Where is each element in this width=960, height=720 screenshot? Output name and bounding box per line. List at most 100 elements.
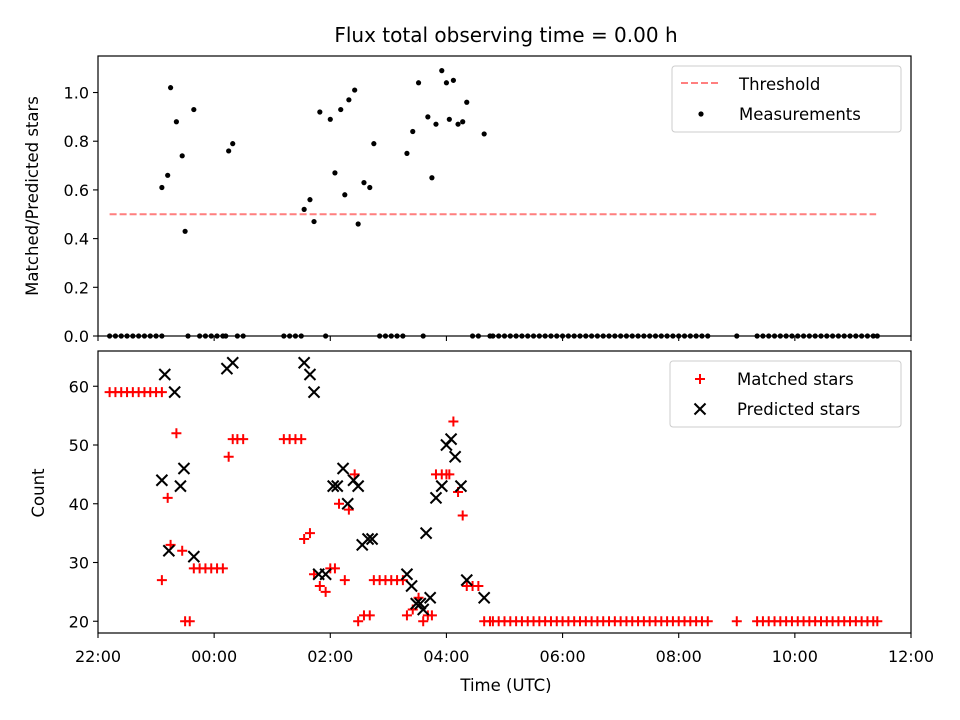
top-y-tick-label: 0.4	[64, 230, 89, 249]
matched-star-point	[314, 581, 325, 591]
predicted-star-point	[162, 544, 176, 557]
predicted-star-point	[435, 479, 448, 493]
predicted-star-point	[187, 550, 201, 563]
measurement-point	[159, 184, 165, 191]
predicted-star-point	[351, 479, 365, 493]
bottom-y-axis-label: Count	[29, 468, 48, 518]
measurement-point	[317, 109, 323, 115]
top-y-axis-label: Matched/Predicted stars	[23, 96, 42, 296]
top-y-tick-label: 0.8	[64, 132, 89, 151]
measurement-point	[182, 228, 188, 234]
predicted-star-point	[400, 568, 414, 581]
matched-star-point	[418, 616, 429, 627]
threshold-legend-label: Threshold	[738, 75, 820, 94]
measurement-point	[332, 170, 338, 176]
measurement-point	[367, 184, 373, 191]
measurement-point	[342, 192, 348, 198]
measurement-point	[346, 97, 352, 103]
matched-star-point	[329, 563, 340, 574]
predicted-star-point	[226, 356, 239, 369]
bottom-x-axis-label: Time (UTC)	[459, 676, 551, 695]
measurement-point	[450, 77, 456, 83]
predicted-star-point	[429, 491, 443, 505]
bottom-y-tick-label: 60	[69, 377, 89, 396]
measurement-point	[443, 80, 450, 86]
measurement-point	[352, 87, 358, 93]
predicted-star-point	[326, 479, 340, 493]
matched-star-point	[397, 575, 408, 586]
bottom-x-tick-label: 12:00	[888, 647, 934, 666]
top-y-tick-label: 1.0	[64, 84, 89, 103]
top-y-ticks: 0.0 0.2 0.4 0.6 0.8 1.0	[64, 84, 98, 346]
matched-star-point	[457, 510, 468, 521]
top-panel: Flux total observing time = 0.00 h 0.00.…	[23, 23, 912, 346]
matched-star-point	[223, 451, 234, 462]
bottom-x-tick-label: 10:00	[772, 647, 818, 666]
measurement-point	[173, 119, 179, 125]
bottom-y-tick-label: 20	[69, 612, 89, 631]
predicted-legend-swatch	[693, 402, 707, 416]
predicted-star-point	[336, 462, 350, 475]
matched-star-point	[426, 610, 437, 621]
predicted-star-point	[177, 462, 191, 475]
matched-star-point	[177, 545, 188, 556]
bottom-panel: 20 30 40 50 60 22:00 00:00 02:00 04:00 06:00 08:0…	[29, 350, 934, 695]
predicted-star-point	[331, 479, 344, 493]
predicted-star-point	[419, 526, 433, 540]
matched-star-point	[320, 586, 331, 597]
predicted-star-point	[448, 450, 462, 463]
top-y-tick-label: 0.6	[64, 181, 89, 200]
matched-star-point	[473, 581, 484, 591]
bottom-x-tick-label: 02:00	[307, 647, 353, 666]
measurement-point	[191, 106, 197, 113]
predicted-star-point	[158, 368, 171, 381]
bottom-y-ticks: 20 30 40 50 60	[69, 377, 98, 631]
top-y-tick-label: 0.0	[64, 327, 89, 346]
measurement-point	[404, 150, 410, 156]
predicted-star-point	[405, 579, 418, 593]
measurement-point	[371, 141, 377, 147]
matched-star-point	[217, 563, 228, 574]
predicted-star-point	[416, 603, 430, 616]
predicted-star-point	[477, 591, 491, 604]
matched-star-point	[444, 469, 455, 480]
measurement-point	[464, 99, 470, 105]
measurement-point	[455, 121, 461, 127]
measurements-legend-label: Measurements	[739, 105, 861, 124]
matched-star-point	[156, 575, 167, 586]
matched-star-point	[296, 434, 307, 445]
matched-star-point	[872, 616, 883, 627]
predicted-star-point	[307, 385, 321, 399]
bottom-x-tick-label: 00:00	[191, 647, 237, 666]
measurement-point	[415, 80, 422, 86]
matched-star-point	[171, 428, 182, 439]
bottom-legend: Matched stars Predicted stars	[669, 360, 902, 428]
top-points-layer	[107, 68, 880, 339]
bottom-x-tick-label: 06:00	[540, 647, 586, 666]
measurement-point	[230, 141, 236, 147]
measurement-point	[338, 106, 344, 113]
top-x-ticks	[97, 336, 912, 341]
predicted-star-point	[460, 573, 473, 587]
top-y-tick-label: 0.2	[64, 278, 89, 297]
matched-star-point	[238, 434, 249, 445]
matched-star-point	[448, 416, 459, 427]
bottom-x-tick-label: 22:00	[75, 647, 121, 666]
matched-legend-swatch	[695, 374, 705, 384]
matched-star-point	[299, 534, 310, 544]
bottom-points-layer	[104, 356, 883, 627]
matched-star-point	[339, 575, 350, 586]
measurement-point	[167, 85, 174, 91]
measurement-point	[481, 131, 487, 137]
measurement-point	[165, 172, 171, 178]
top-chart-title: Flux total observing time = 0.00 h	[334, 23, 677, 47]
predicted-star-point	[319, 568, 332, 581]
matched-star-point	[156, 387, 167, 398]
measurement-point	[355, 221, 361, 227]
measurement-point	[425, 114, 431, 120]
bottom-y-tick-label: 50	[69, 436, 89, 455]
measurement-point	[327, 116, 333, 122]
predicted-star-point	[297, 356, 311, 369]
bottom-x-tick-label: 04:00	[423, 647, 469, 666]
